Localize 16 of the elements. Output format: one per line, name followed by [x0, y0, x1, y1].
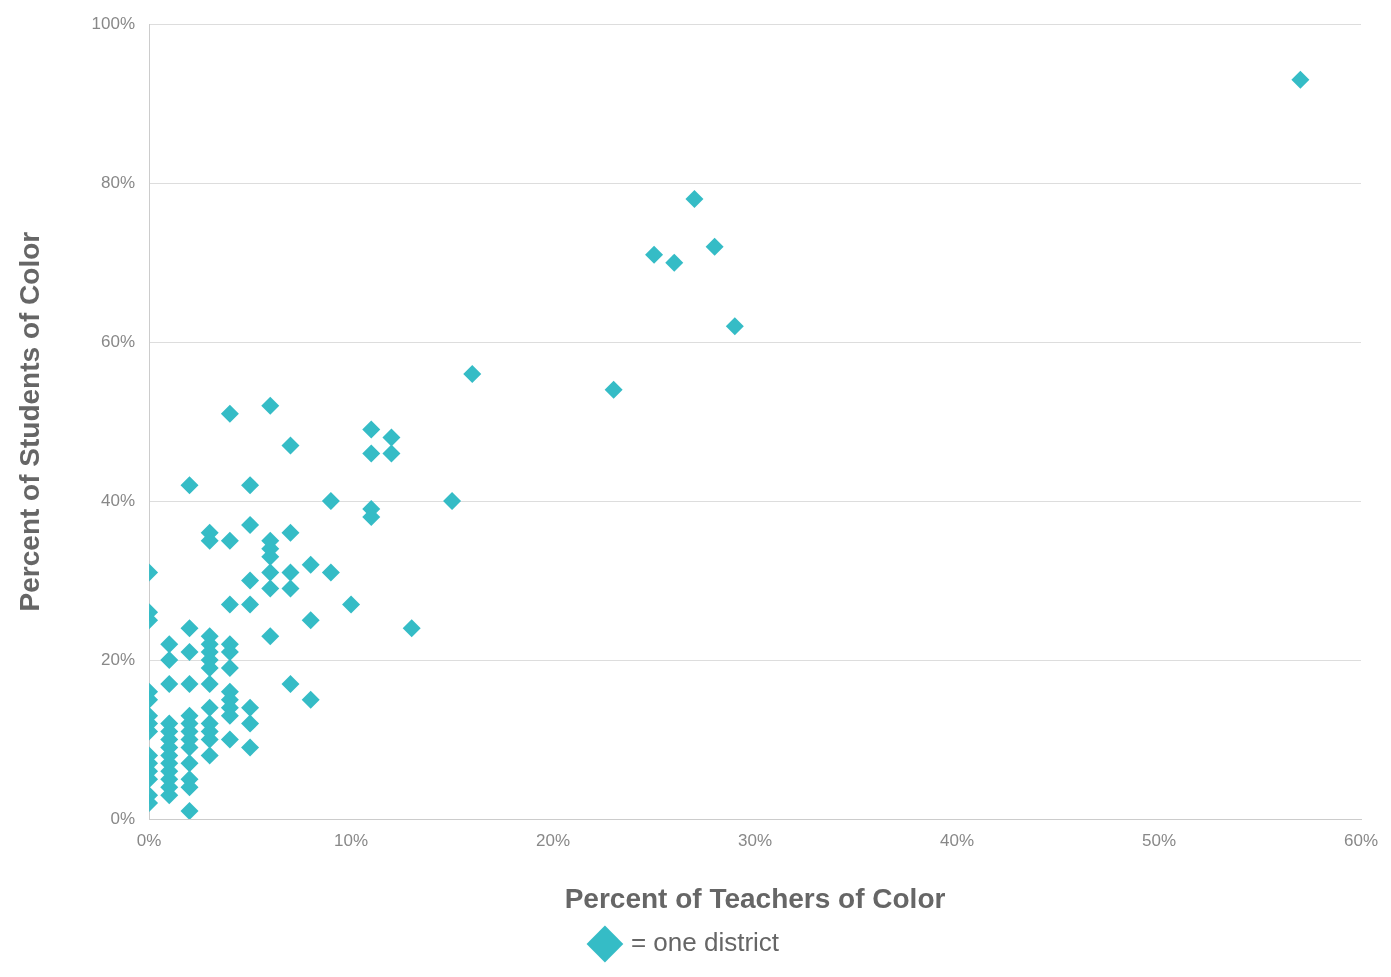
legend-label: = one district — [630, 927, 780, 958]
x-tick-label: 20% — [536, 830, 571, 850]
y-tick-label: 0% — [110, 808, 136, 828]
x-tick-label: 40% — [940, 830, 975, 850]
x-tick-label: 60% — [1343, 830, 1379, 850]
x-axis-title: Percent of Teachers of Color — [564, 882, 946, 914]
y-tick-label: 20% — [101, 649, 136, 669]
x-tick-label: 50% — [1142, 830, 1177, 850]
y-tick-label: 80% — [101, 172, 136, 192]
x-tick-label: 10% — [334, 830, 369, 850]
x-tick-label: 30% — [738, 830, 773, 850]
y-tick-label: 100% — [91, 13, 136, 33]
y-axis-title: Percent of Students of Color — [13, 231, 45, 612]
y-tick-label: 40% — [101, 490, 136, 510]
x-tick-label: 0% — [136, 830, 162, 850]
y-tick-label: 60% — [101, 331, 136, 351]
